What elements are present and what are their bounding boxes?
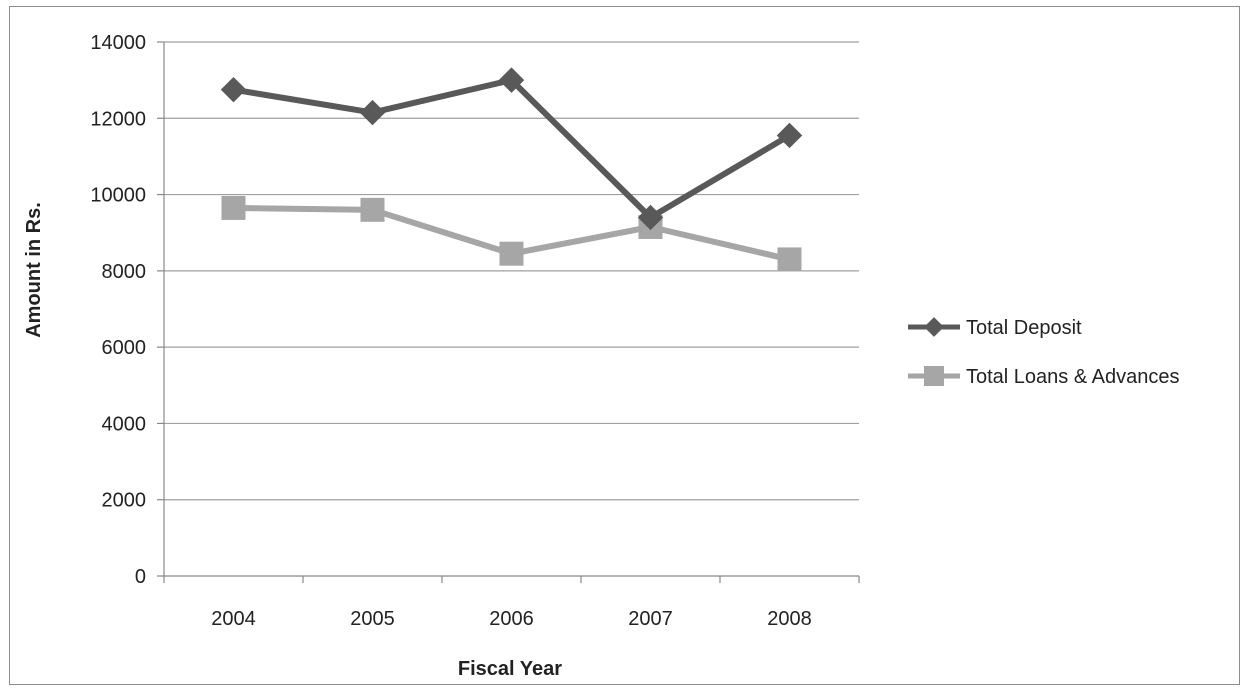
y-tick-label-2000: 2000 [102,490,147,512]
data-point-total-loans-advances-2006 [499,241,524,266]
data-point-total-loans-advances-2004 [221,195,246,220]
data-point-total-deposit-2004 [220,76,247,103]
data-point-total-loans-advances-2008 [777,247,802,272]
data-point-total-deposit-2005 [359,99,386,126]
y-tick-label-6000: 6000 [102,337,147,359]
gridlines [164,41,859,501]
y-tick-label-4000: 4000 [102,413,147,435]
y-tick-labels: 0 2000 4000 6000 8000 10000 12000 14000 [90,32,146,588]
data-point-total-deposit-2007 [637,204,664,231]
y-tick-label-14000: 14000 [90,32,146,54]
x-tick-label-2008: 2008 [767,608,812,630]
y-axis-title: Amount in Rs. [23,202,45,338]
y-tick-label-10000: 10000 [90,185,146,207]
series-total-loans-advances [221,195,802,272]
series-group [220,67,803,272]
data-point-total-loans-advances-2005 [360,197,385,222]
axes [157,41,860,583]
data-point-total-deposit-2008 [776,122,803,149]
x-tick-label-2006: 2006 [489,608,534,630]
chart-frame [9,6,1240,685]
legend: Total Deposit Total Loans & Advances [908,317,1179,388]
y-tick-label-12000: 12000 [90,108,146,130]
legend-label-total-deposit: Total Deposit [966,317,1082,339]
legend-marker-total-deposit [924,317,944,337]
x-axis-title: Fiscal Year [458,658,562,680]
x-tick-label-2004: 2004 [211,608,256,630]
legend-item-total-loans-advances: Total Loans & Advances [908,366,1179,388]
y-tick-label-8000: 8000 [102,261,147,283]
series-total-deposit [220,67,803,231]
x-tick-label-2007: 2007 [628,608,673,630]
x-tick-labels: 2004 2005 2006 2007 2008 [211,608,812,630]
y-tick-label-0: 0 [135,566,146,588]
legend-marker-total-loans-advances [924,366,944,386]
legend-label-total-loans-advances: Total Loans & Advances [966,366,1179,388]
data-point-total-deposit-2006 [498,67,525,93]
x-tick-label-2005: 2005 [350,608,395,630]
legend-item-total-deposit: Total Deposit [908,317,1082,339]
series-line-total-deposit [233,77,792,221]
